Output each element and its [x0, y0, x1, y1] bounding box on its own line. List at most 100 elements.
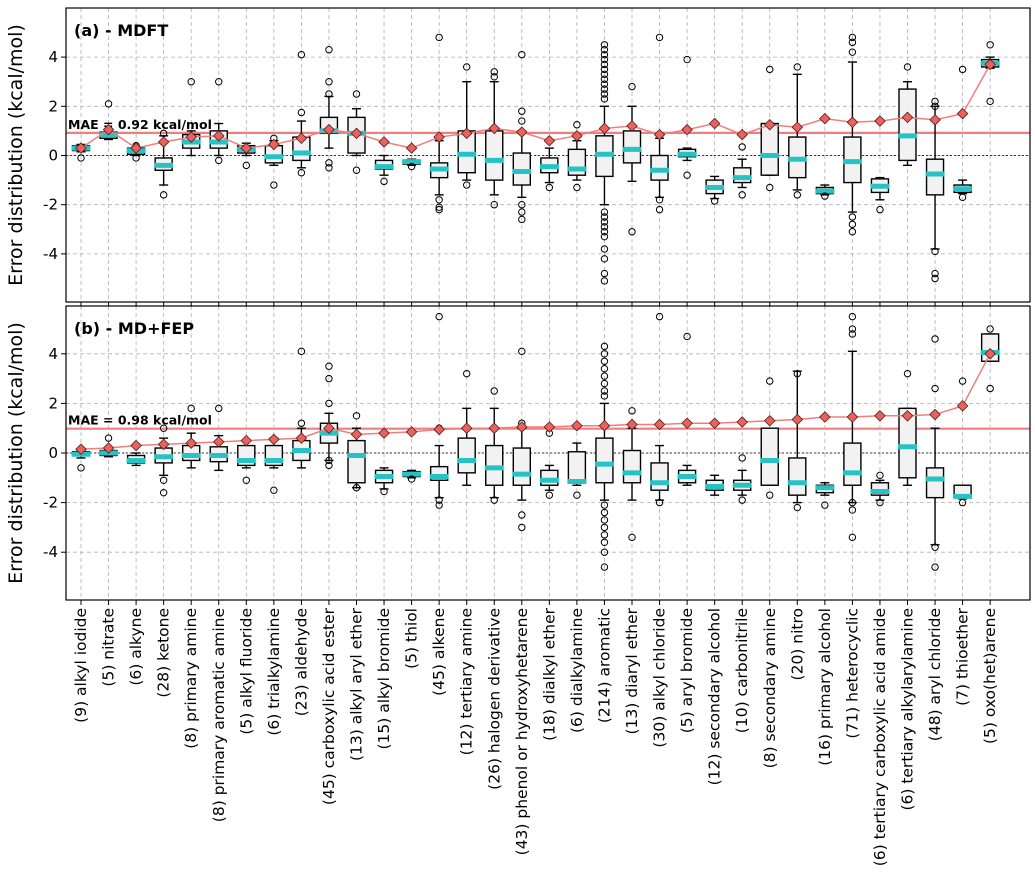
flier-point: [793, 191, 801, 199]
flier-point: [903, 63, 912, 71]
mae-diamond: [736, 416, 748, 428]
category-label: (28) ketone: [155, 608, 173, 698]
y-tick-label: 0: [48, 147, 58, 165]
flier-point: [325, 456, 333, 465]
mae-diamond: [598, 122, 611, 135]
box-29: [870, 471, 890, 507]
mae-diamond: [378, 136, 390, 148]
box-8: [291, 50, 311, 177]
mae-diamond: [433, 131, 445, 143]
flier-point: [159, 488, 168, 497]
box-25: [760, 377, 780, 499]
mae-diamond: [791, 413, 804, 426]
box-19: [594, 41, 614, 285]
flier-point: [435, 205, 443, 214]
flier-point: [600, 387, 609, 395]
box-14: [457, 369, 477, 486]
flier-point: [848, 330, 857, 338]
flier-point: [490, 496, 498, 504]
mae-diamond: [901, 410, 914, 422]
mae-diamond: [295, 432, 308, 444]
flier-point: [876, 471, 884, 480]
flier-point: [600, 516, 609, 524]
flier-point: [325, 159, 333, 167]
box-19: [594, 342, 614, 571]
flier-point: [325, 362, 333, 370]
mae-diamond: [708, 417, 721, 430]
flier-point: [600, 213, 609, 221]
flier-point: [518, 215, 526, 224]
iqr-box: [898, 407, 917, 479]
mae-diamond: [268, 433, 280, 446]
box-26: [787, 63, 807, 199]
iqr-box: [760, 427, 779, 486]
flier-point: [573, 121, 581, 129]
flier-point: [297, 108, 306, 117]
mae-series-line: [80, 353, 991, 451]
mae-diamond: [433, 423, 445, 436]
flier-point: [187, 404, 195, 413]
box-21: [650, 33, 670, 214]
flier-point: [573, 491, 581, 499]
flier-point: [738, 191, 746, 199]
mae-diamond: [846, 116, 859, 129]
y-tick-label: -2: [43, 494, 58, 512]
mae-diamond: [571, 130, 583, 142]
box-11: [374, 467, 394, 496]
iqr-box: [788, 457, 807, 496]
box-27: [815, 184, 835, 200]
box-30: [898, 369, 917, 486]
flier-point: [986, 325, 994, 333]
mae-diamond: [819, 112, 831, 125]
flier-point: [435, 203, 443, 211]
category-label: (6) trialkylamine: [265, 608, 283, 736]
mae-diamond: [212, 436, 225, 448]
mae-label: MAE = 0.92 kcal/mol: [68, 117, 212, 132]
flier-point: [600, 255, 609, 263]
plot-frame: [65, 305, 1031, 601]
mae-label: MAE = 0.98 kcal/mol: [68, 413, 212, 428]
flier-point: [628, 407, 636, 415]
mae-diamond: [846, 411, 859, 423]
flier-point: [490, 201, 498, 209]
flier-point: [600, 85, 609, 93]
mae-diamond: [901, 111, 914, 124]
mae-diamond: [791, 121, 804, 133]
flier-point: [325, 374, 333, 383]
flier-point: [931, 97, 939, 106]
flier-point: [931, 102, 939, 111]
box-14: [457, 63, 477, 189]
flier-point: [986, 97, 994, 106]
y-axis-label-a: Error distribution (kcal/mol): [5, 24, 27, 286]
category-label: (6) tertiary carboxylic acid amide: [871, 608, 889, 866]
flier-point: [600, 90, 609, 98]
mae-diamond: [681, 123, 693, 136]
category-label: (12) tertiary amine: [458, 608, 476, 755]
category-label: (71) heterocyclic: [843, 608, 861, 739]
flier-point: [600, 538, 609, 546]
flier-point: [600, 350, 609, 358]
panel-b-md-fep: MAE = 0.98 kcal/mol -4 -2 0 2 4 (b) - MD+FEP: [43, 305, 1031, 605]
flier-point: [77, 154, 85, 162]
flier-point: [187, 78, 195, 86]
flier-point: [738, 143, 746, 151]
flier-point: [738, 454, 746, 462]
box-20: [622, 407, 642, 542]
flier-point: [600, 379, 609, 388]
flier-point: [352, 484, 361, 492]
box-23: [705, 474, 725, 496]
y-tick-label: -4: [43, 245, 58, 263]
iqr-box: [622, 449, 642, 484]
iqr-box: [485, 130, 504, 181]
mae-diamond: [488, 422, 501, 434]
mae-diamond: [75, 443, 87, 456]
box-28: [842, 312, 862, 542]
flier-point: [435, 33, 443, 42]
category-labels: (9) alkyl iodide (5) nitrate (6) alkyne (28…: [72, 607, 999, 866]
panel-a-mdft: MAE = 0.92 kcal/mol -4 -2 0 2 4 (a) - MDFT: [43, 7, 1031, 307]
mae-diamond: [488, 122, 501, 135]
mae-diamond: [736, 128, 748, 141]
category-label: (6) alkyne: [127, 608, 145, 686]
flier-point: [242, 161, 251, 170]
flier-point: [215, 78, 223, 86]
